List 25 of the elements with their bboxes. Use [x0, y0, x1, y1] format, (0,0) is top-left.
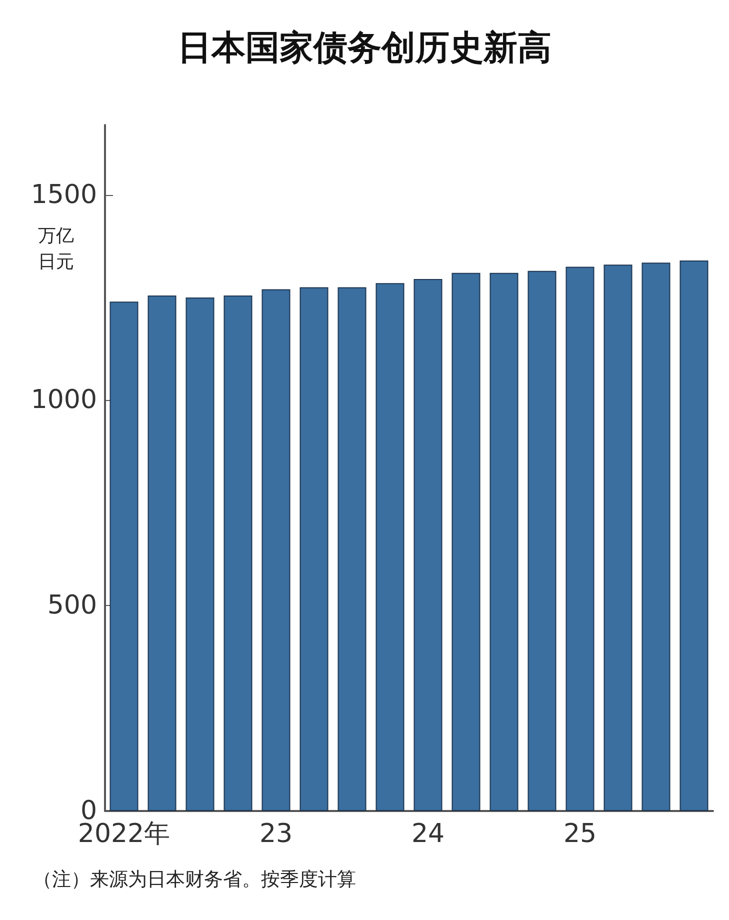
chart-title: 日本国家债务创历史新高 [178, 28, 552, 68]
bar [338, 287, 366, 811]
bar [148, 295, 176, 811]
y-axis-title: 万亿日元 [38, 226, 74, 272]
bar [490, 272, 518, 811]
bar [452, 272, 480, 811]
text: （注）来源为日本财务省。按季度计算 [33, 868, 356, 890]
bar [642, 262, 670, 811]
bar [376, 283, 404, 811]
bar [300, 287, 328, 811]
bar [414, 279, 442, 811]
bar [680, 260, 708, 811]
y-tick-label: 1500 [30, 180, 97, 210]
x-tick-label: 23 [259, 819, 293, 849]
bar [224, 295, 252, 811]
x-tick-label: 25 [563, 819, 597, 849]
bar [604, 264, 632, 811]
bar [566, 266, 594, 811]
y-tick-label: 500 [47, 590, 97, 621]
x-tick-label: 24 [411, 819, 445, 849]
bar [186, 298, 214, 811]
bar [528, 270, 556, 811]
bar [110, 302, 138, 811]
bar [262, 289, 290, 811]
y-tick-label: 1000 [30, 385, 97, 416]
